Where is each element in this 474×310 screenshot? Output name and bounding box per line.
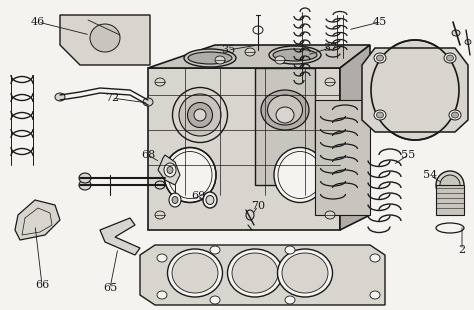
Text: 37: 37 [323,43,337,53]
Ellipse shape [325,78,335,86]
Ellipse shape [90,24,120,52]
Ellipse shape [157,291,167,299]
Text: 55: 55 [401,150,415,160]
Ellipse shape [246,210,254,220]
Ellipse shape [325,211,335,219]
Ellipse shape [374,110,386,120]
Ellipse shape [261,90,309,130]
Text: 45: 45 [373,17,387,27]
Text: 72: 72 [105,93,119,103]
Polygon shape [148,68,340,230]
Ellipse shape [172,197,178,203]
Ellipse shape [169,193,181,207]
Text: 46: 46 [31,17,45,27]
Polygon shape [340,45,370,230]
Ellipse shape [206,196,214,205]
Ellipse shape [276,107,294,123]
Ellipse shape [285,246,295,254]
Text: 68: 68 [141,150,155,160]
Ellipse shape [228,249,283,297]
Ellipse shape [452,30,460,36]
Ellipse shape [79,180,91,190]
Ellipse shape [179,94,221,136]
Polygon shape [436,185,464,215]
Text: 66: 66 [35,280,49,290]
Ellipse shape [215,56,225,64]
Ellipse shape [173,87,228,143]
Ellipse shape [167,249,222,297]
Ellipse shape [157,254,167,262]
Ellipse shape [269,46,321,64]
Ellipse shape [168,152,212,198]
Ellipse shape [210,296,220,304]
Ellipse shape [155,181,165,189]
Text: 2: 2 [458,245,465,255]
Ellipse shape [278,152,322,198]
Ellipse shape [449,110,461,120]
Text: 54: 54 [423,170,437,180]
Ellipse shape [184,49,236,67]
Text: 70: 70 [251,201,265,211]
Ellipse shape [194,109,206,121]
Ellipse shape [267,95,302,125]
Polygon shape [255,68,315,185]
Polygon shape [140,245,385,305]
Ellipse shape [172,253,218,293]
Ellipse shape [376,55,383,61]
Ellipse shape [444,53,456,63]
Ellipse shape [275,56,285,64]
Ellipse shape [143,98,153,106]
Ellipse shape [253,26,263,34]
Ellipse shape [436,171,464,199]
Polygon shape [100,218,140,255]
Ellipse shape [452,112,458,118]
Ellipse shape [79,173,91,183]
Ellipse shape [155,211,165,219]
Ellipse shape [277,249,332,297]
Ellipse shape [371,40,459,140]
Polygon shape [148,45,370,68]
Ellipse shape [436,223,464,233]
Ellipse shape [155,78,165,86]
Ellipse shape [245,48,255,56]
Ellipse shape [188,103,212,127]
Ellipse shape [370,291,380,299]
Ellipse shape [55,93,65,101]
Text: 65: 65 [103,283,117,293]
Ellipse shape [285,296,295,304]
Polygon shape [15,200,60,240]
Text: 69: 69 [191,191,205,201]
Ellipse shape [273,49,317,61]
Ellipse shape [370,254,380,262]
Polygon shape [60,15,150,65]
Ellipse shape [188,52,232,64]
Ellipse shape [376,112,383,118]
Ellipse shape [232,253,278,293]
Ellipse shape [379,49,451,131]
Polygon shape [315,100,370,215]
Ellipse shape [447,55,454,61]
Ellipse shape [440,175,460,195]
Ellipse shape [210,246,220,254]
Ellipse shape [465,39,471,45]
Ellipse shape [164,148,216,202]
Ellipse shape [274,148,326,202]
Ellipse shape [374,53,386,63]
Text: 35: 35 [221,45,235,55]
Ellipse shape [282,253,328,293]
Ellipse shape [392,65,438,115]
Polygon shape [362,48,468,132]
Polygon shape [158,155,180,185]
Ellipse shape [164,163,176,177]
Ellipse shape [203,192,217,208]
Ellipse shape [167,166,173,174]
